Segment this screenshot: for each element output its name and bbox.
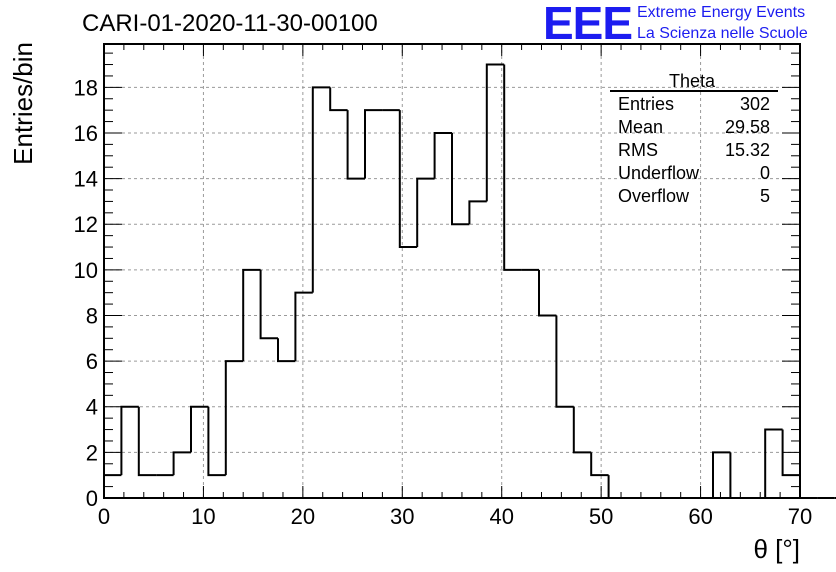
histogram-bin (468, 200, 487, 225)
histogram-bin (398, 110, 418, 249)
stats-row-value: 15.32 (725, 140, 770, 160)
stats-title: Theta (669, 71, 716, 91)
y-tick-label: 10 (74, 258, 98, 283)
histogram-bin (590, 452, 609, 477)
x-tick-label: 70 (788, 504, 812, 529)
stats-box: Theta Entries 302 Mean 29.58 RMS 15.32 Underfl… (610, 71, 778, 206)
stats-row-value: 302 (740, 94, 770, 114)
histogram-bin (207, 406, 226, 477)
x-tick-label: 40 (489, 504, 513, 529)
histogram-bin (242, 268, 261, 362)
stats-row-label: RMS (618, 140, 658, 160)
x-tick-label: 0 (98, 504, 110, 529)
y-tick-label: 14 (74, 167, 98, 192)
stats-row-label: Underflow (618, 163, 700, 183)
histogram-bin (764, 428, 783, 498)
histogram-bin (346, 110, 365, 180)
x-tick-label: 20 (291, 504, 315, 529)
histogram-bin (364, 109, 383, 179)
stats-row-label: Mean (618, 117, 663, 137)
y-tick-label: 16 (74, 121, 98, 146)
stats-row-value: 29.58 (725, 117, 770, 137)
grid-lines (104, 44, 800, 498)
y-tick-label: 6 (86, 349, 98, 374)
y-tick-labels: 0 2 4 6 8 10 12 14 16 18 (74, 75, 98, 511)
histogram-bin (451, 132, 470, 226)
stats-row-value: 0 (760, 163, 770, 183)
histogram-bin (294, 291, 313, 362)
histogram-bin (190, 405, 209, 453)
histogram-bin (433, 131, 452, 179)
y-tick-label: 0 (86, 486, 98, 511)
histogram-bin (572, 406, 592, 454)
y-tick-label: 18 (74, 75, 98, 100)
x-tick-label: 10 (191, 504, 215, 529)
x-tick-label: 50 (589, 504, 613, 529)
histogram-bin (172, 451, 191, 476)
stats-row-value: 5 (760, 186, 770, 206)
histogram-bin (607, 475, 626, 499)
axis-ticks (103, 44, 801, 499)
plot-frame (103, 43, 801, 499)
histogram-bin (555, 315, 574, 408)
histogram-bin (137, 406, 157, 477)
histogram-bin (311, 86, 331, 293)
y-tick-label: 2 (86, 440, 98, 465)
eee-logo: EEE (543, 0, 633, 49)
y-tick-label: 8 (86, 303, 98, 328)
histogram-bin (799, 475, 818, 499)
eee-logo-line2: La Scienza nelle Scuole (637, 25, 808, 42)
histogram-bin (120, 405, 139, 476)
histogram-bin (503, 64, 522, 271)
stats-row-label: Entries (618, 94, 674, 114)
histogram-bin (277, 338, 296, 363)
y-tick-label: 12 (74, 212, 98, 237)
y-tick-label: 4 (86, 395, 98, 420)
histogram-bin (712, 451, 731, 498)
chart-title: CARI-01-2020-11-30-00100 (82, 10, 378, 37)
eee-logo-line1: Extreme Energy Events (637, 4, 806, 21)
histogram-bin (485, 63, 505, 202)
y-axis-label: Entries/bin (8, 42, 38, 165)
histogram-bin (259, 269, 278, 340)
histogram-bin (729, 452, 748, 499)
stats-rows: Entries 302 Mean 29.58 RMS 15.32 Underflow 0 Ove… (618, 94, 770, 206)
histogram-bin (538, 269, 557, 317)
x-tick-label: 60 (688, 504, 712, 529)
x-axis-label: θ [°] (753, 534, 800, 564)
x-tick-labels: 0 10 20 30 40 50 60 70 (98, 504, 812, 529)
x-tick-label: 30 (390, 504, 414, 529)
stats-row-label: Overflow (618, 186, 690, 206)
histogram-bin (224, 360, 244, 476)
histogram-bin (416, 177, 435, 248)
histogram-bin (329, 87, 348, 112)
